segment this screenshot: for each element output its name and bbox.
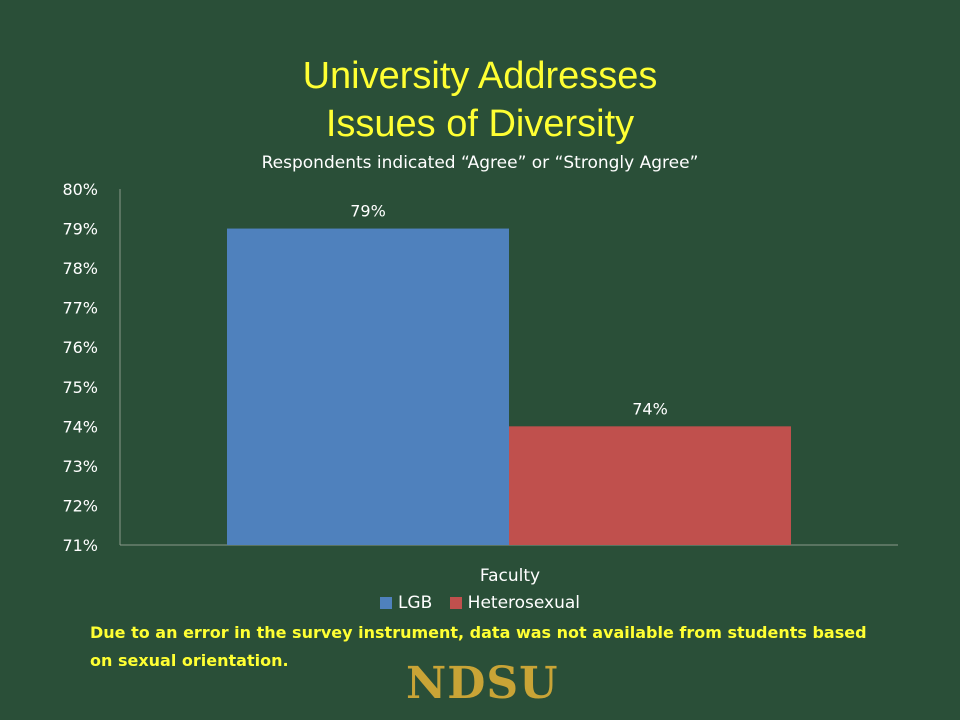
legend: LGB Heterosexual [0, 593, 960, 614]
legend-swatch-lgb [379, 597, 392, 609]
bar-heterosexual [509, 426, 791, 545]
chart-subtitle: Respondents indicated “Agree” or “Strong… [261, 153, 699, 173]
data-label-heterosexual: 74% [632, 399, 668, 418]
y-tick-label: 74% [62, 417, 98, 436]
data-label-lgb: 79% [350, 202, 386, 221]
legend-item-lgb: LGB [379, 593, 433, 613]
ndsu-logo: NDSU [406, 658, 559, 709]
footnote: Due to an error in the survey instrument… [90, 623, 867, 670]
x-category-label: Faculty [480, 566, 540, 586]
y-tick-label: 75% [62, 378, 98, 397]
y-tick-label: 79% [62, 220, 98, 239]
bar-chart: 71% 72% 73% 74% 75% 76% 77% 78% 79% 80% 79% 74% Facu… [62, 180, 898, 586]
y-tick-label: 72% [62, 496, 98, 515]
legend-label-heterosexual: Heterosexual [467, 593, 581, 613]
legend-label-lgb: LGB [397, 593, 433, 613]
legend-swatch-heterosexual [449, 597, 462, 609]
legend-item-heterosexual: Heterosexual [449, 593, 581, 613]
y-tick-label: 78% [62, 259, 98, 278]
bar-lgb [227, 228, 509, 546]
title-line-2: Issues of Diversity [325, 103, 635, 145]
title-line-1: University Addresses [302, 55, 658, 97]
y-tick-label: 77% [62, 299, 98, 318]
y-tick-label: 76% [62, 338, 98, 357]
y-tick-label: 73% [62, 457, 98, 476]
y-tick-label: 80% [62, 180, 98, 199]
y-tick-label: 71% [62, 536, 98, 555]
chart-title: University Addresses Issues of Diversity [0, 52, 960, 148]
